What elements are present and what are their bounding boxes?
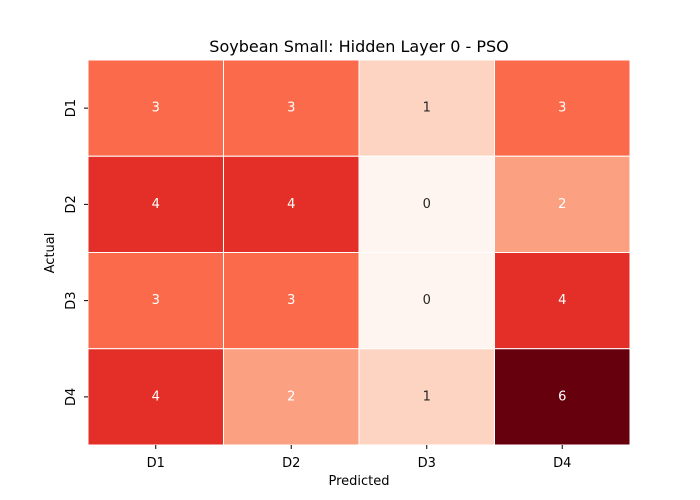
x-tick-label-d3: D3 xyxy=(418,456,436,471)
heatmap-value-r2-c1: 4 xyxy=(152,197,160,212)
heatmap-cell-r3-c2 xyxy=(223,252,360,350)
x-tick-label-d4: D4 xyxy=(553,456,571,471)
heatmap-cell-r1-c1 xyxy=(87,59,224,157)
heatmap-value-r2-c2: 4 xyxy=(287,197,295,212)
y-axis-label: Actual xyxy=(43,233,58,274)
x-tick-label-d1: D1 xyxy=(147,456,165,471)
heatmap-value-r1-c4: 3 xyxy=(558,101,566,116)
x-axis-label: Predicted xyxy=(328,474,389,489)
heatmap-value-r1-c2: 3 xyxy=(287,101,295,116)
heatmap-cell-r2-c4 xyxy=(494,155,631,253)
heatmap-cell-r4-c2 xyxy=(223,348,360,446)
heatmap-value-r2-c4: 2 xyxy=(558,197,566,212)
heatmap-cells xyxy=(87,59,631,446)
y-tick-label-d3: D3 xyxy=(64,291,79,309)
heatmap-cell-r2-c1 xyxy=(87,155,224,253)
heatmap-cell-r4-c3 xyxy=(358,348,495,446)
y-axis-ticks: D1 D2 D3 D4 xyxy=(64,99,88,406)
chart-title: Soybean Small: Hidden Layer 0 - PSO xyxy=(209,37,508,56)
heatmap-value-r4-c4: 6 xyxy=(558,389,566,404)
heatmap-value-r4-c2: 2 xyxy=(287,389,295,404)
heatmap-cell-labels: 3 3 1 3 4 4 0 2 3 3 0 4 4 2 1 6 xyxy=(152,101,567,405)
heatmap-cell-r1-c4 xyxy=(494,59,631,157)
y-tick-label-d4: D4 xyxy=(64,388,79,406)
x-axis-ticks: D1 D2 D3 D4 xyxy=(147,445,571,471)
heatmap-value-r3-c4: 4 xyxy=(558,293,566,308)
heatmap-cell-r2-c2 xyxy=(223,155,360,253)
heatmap-cell-r3-c4 xyxy=(494,252,631,350)
heatmap-value-r3-c1: 3 xyxy=(152,293,160,308)
heatmap-value-r4-c1: 4 xyxy=(152,389,160,404)
heatmap-cell-r1-c2 xyxy=(223,59,360,157)
heatmap-value-r4-c3: 1 xyxy=(423,389,431,404)
y-tick-label-d2: D2 xyxy=(64,195,79,213)
heatmap-value-r2-c3: 0 xyxy=(423,197,431,212)
heatmap-cell-r4-c1 xyxy=(87,348,224,446)
x-tick-label-d2: D2 xyxy=(282,456,300,471)
y-tick-label-d1: D1 xyxy=(64,99,79,117)
heatmap-value-r1-c3: 1 xyxy=(423,101,431,116)
heatmap-value-r3-c2: 3 xyxy=(287,293,295,308)
heatmap-value-r1-c1: 3 xyxy=(152,101,160,116)
heatmap-cell-r4-c4 xyxy=(494,348,631,446)
heatmap-cell-r1-c3 xyxy=(358,59,495,157)
heatmap-value-r3-c3: 0 xyxy=(423,293,431,308)
